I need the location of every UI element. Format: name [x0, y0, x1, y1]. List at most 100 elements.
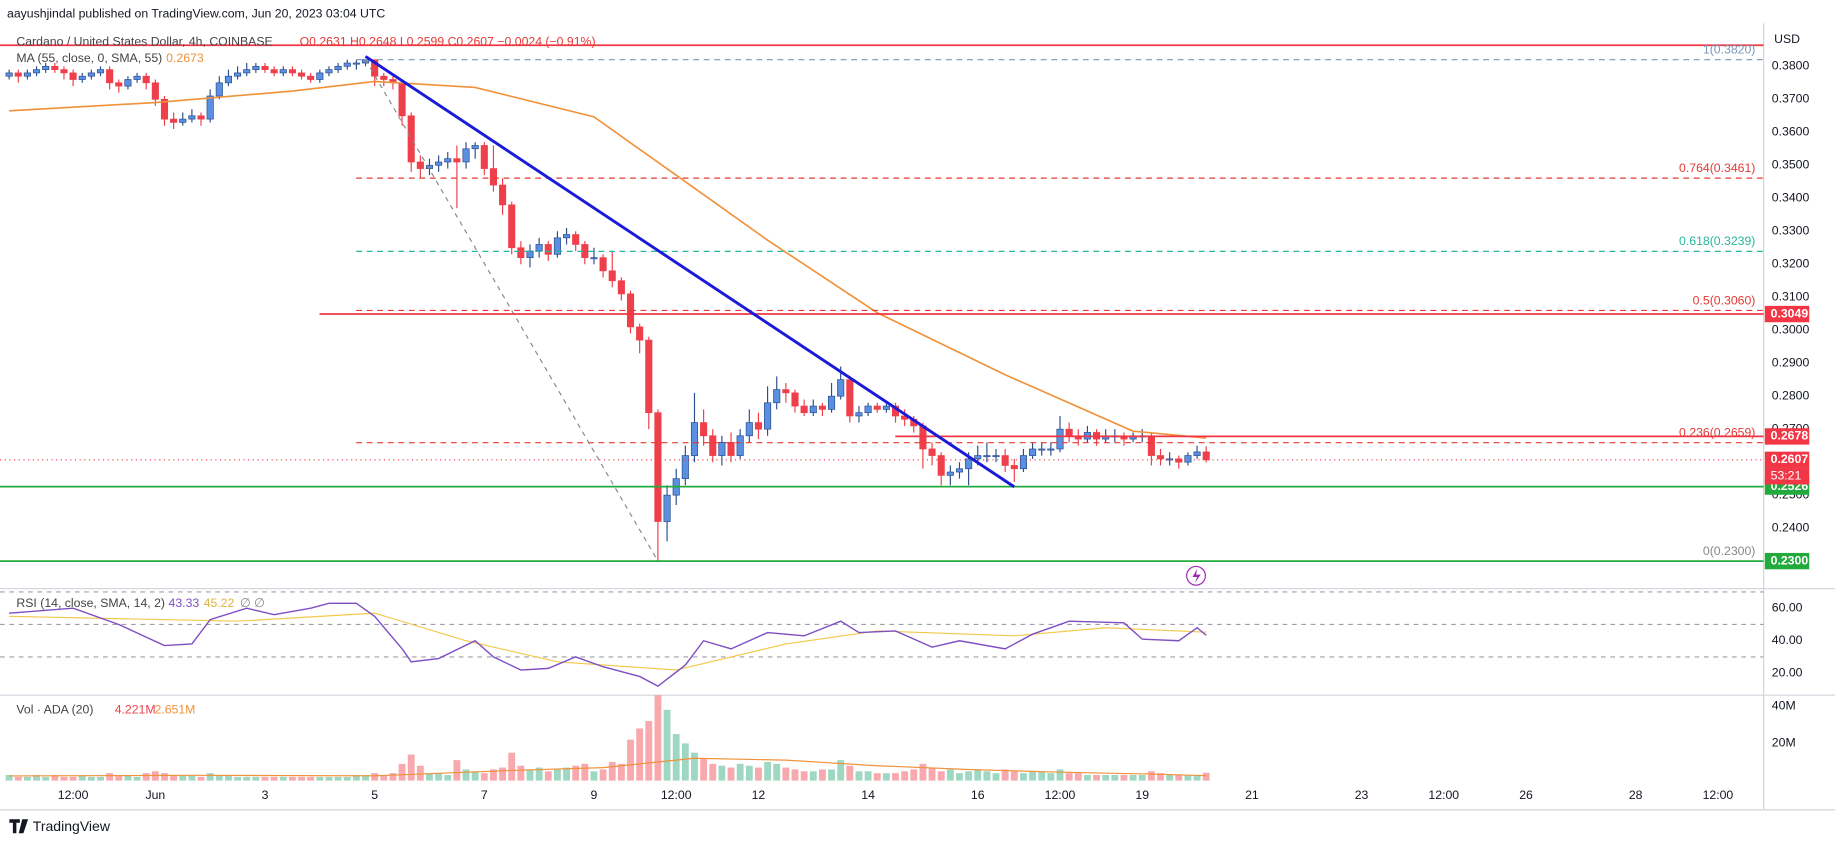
rsi-tick-label: 40.00	[1772, 633, 1803, 647]
ma-value: 0.2673	[166, 51, 204, 65]
x-tick-label: 23	[1355, 788, 1369, 802]
candle-body	[791, 392, 799, 407]
volume-bar	[526, 769, 534, 781]
x-tick-label: 12:00	[1045, 788, 1076, 802]
volume-bar	[352, 775, 360, 781]
candle-body	[544, 244, 552, 255]
volume-bar	[1020, 773, 1027, 781]
y-tick-label: 0.3800	[1772, 59, 1810, 73]
rsi-extra: ∅ ∅	[240, 596, 265, 610]
volume-bar	[1120, 775, 1128, 781]
volume-bar	[691, 752, 698, 781]
volume-bar	[316, 776, 324, 781]
volume-bar	[645, 721, 653, 781]
candle-body	[1010, 465, 1018, 470]
candle-body	[398, 82, 406, 117]
countdown: 53:21	[1771, 468, 1802, 482]
volume-bar	[1111, 775, 1119, 781]
candle-body	[992, 455, 1000, 458]
rsi-tick-label: 60.00	[1772, 600, 1803, 614]
fib-label: 1(0.3820)	[1703, 43, 1756, 57]
price-label: 0.2300	[1771, 553, 1809, 567]
y-tick-label: 0.3300	[1772, 224, 1810, 238]
candle-body	[78, 75, 86, 80]
footer: TradingView	[33, 818, 111, 834]
candle-body	[124, 79, 132, 87]
ma-legend: MA (55, close, 0, SMA, 55)	[16, 51, 162, 65]
y-tick-label: 0.3000	[1772, 322, 1810, 336]
candle-body	[1019, 455, 1027, 470]
volume-bar	[1102, 775, 1110, 781]
candle-body	[837, 379, 845, 397]
volume-bar	[956, 773, 963, 781]
candle-body	[1065, 428, 1073, 437]
candle-body	[5, 72, 13, 77]
candle-body	[224, 75, 232, 84]
volume-bar	[882, 773, 890, 781]
volume-bar	[1147, 771, 1155, 781]
volume-bar	[1175, 775, 1183, 781]
candle-body	[946, 471, 954, 476]
candle-body	[407, 115, 415, 163]
volume-bar	[654, 694, 662, 781]
candle-body	[188, 115, 196, 120]
candle-body	[1147, 435, 1155, 456]
candle-body	[1175, 458, 1183, 463]
volume-bar	[599, 769, 607, 781]
volume-bar	[873, 773, 881, 781]
volume-bar	[919, 763, 927, 781]
volume-bar	[398, 763, 406, 781]
x-tick-label: 12:00	[1428, 788, 1459, 802]
candle-body	[279, 69, 287, 74]
candle-body	[846, 379, 854, 417]
volume-bar	[243, 776, 251, 781]
candle-body	[435, 161, 443, 166]
candle-body	[782, 389, 790, 394]
candle-body	[827, 395, 836, 410]
volume-bar	[343, 776, 351, 781]
volume-bar	[983, 771, 991, 781]
candle-body	[745, 422, 753, 437]
volume-bar	[663, 709, 671, 781]
candle-body	[42, 65, 50, 70]
volume-bar	[992, 773, 1000, 781]
candle-body	[517, 247, 525, 258]
candle-body	[754, 422, 762, 430]
price-label: 0.2678	[1771, 429, 1809, 443]
volume-bar	[901, 771, 909, 781]
chart-title: Cardano / United States Dollar, 4h, COIN…	[16, 34, 272, 48]
volume-bar	[544, 771, 552, 781]
x-tick-label: 12	[752, 788, 766, 802]
candle-body	[96, 69, 105, 74]
candle-body	[983, 455, 991, 458]
candle-body	[261, 65, 269, 70]
volume-bar	[818, 769, 826, 781]
y-tick-label: 0.3600	[1772, 125, 1810, 139]
candle-body	[855, 412, 863, 417]
y-tick-label: 0.3400	[1772, 191, 1810, 205]
candle-body	[106, 69, 114, 84]
fib-label: 0(0.2300)	[1703, 544, 1756, 558]
candle-body	[727, 442, 735, 456]
candle-body	[736, 435, 744, 456]
fib-connector	[365, 59, 659, 562]
volume-bar	[142, 773, 150, 781]
candle-body	[499, 184, 507, 206]
volume-bar	[270, 776, 278, 781]
volume-bar	[617, 763, 625, 781]
volume-bar	[828, 769, 835, 781]
candle-body	[526, 250, 534, 258]
candle-body	[142, 75, 150, 84]
candle-body	[444, 158, 452, 163]
candle-body	[974, 455, 982, 460]
volume-bar	[325, 776, 333, 781]
volume-bar	[188, 775, 196, 781]
volume-bar	[124, 775, 132, 781]
volume-bar	[608, 761, 616, 781]
candle-body	[480, 145, 488, 169]
candle-body	[636, 326, 644, 341]
candle-body	[170, 118, 178, 123]
volume-bar	[727, 767, 735, 781]
volume-bar	[553, 769, 561, 781]
x-tick-label: Jun	[145, 788, 165, 802]
